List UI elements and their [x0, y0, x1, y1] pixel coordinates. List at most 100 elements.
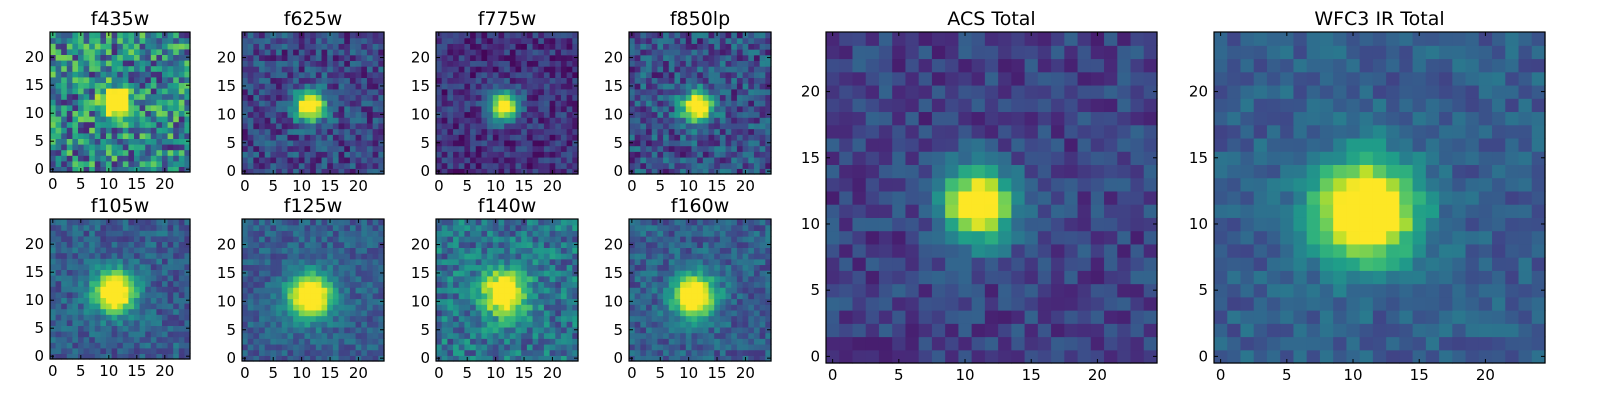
heatmap-cell	[162, 88, 169, 95]
heatmap-cell	[281, 287, 289, 294]
heatmap-cell	[173, 82, 180, 89]
heatmap-cell	[247, 117, 254, 124]
heatmap-cell	[560, 338, 568, 345]
heatmap-cell	[538, 264, 545, 271]
heatmap-cell	[759, 162, 766, 169]
heatmap-cell	[366, 224, 374, 231]
heatmap-cell	[543, 343, 551, 351]
heatmap-cell	[447, 253, 454, 260]
heatmap-cell	[150, 32, 157, 39]
heatmap-cell	[464, 247, 471, 254]
heatmap-cell	[572, 292, 579, 300]
heatmap-cell	[173, 65, 180, 72]
heatmap-cell	[145, 99, 152, 106]
heatmap-cell	[504, 270, 511, 277]
heatmap-cell	[66, 280, 73, 287]
heatmap-cell	[55, 291, 62, 298]
heatmap-cell	[276, 219, 283, 226]
heatmap-cell	[697, 292, 704, 300]
heatmap-cell	[543, 224, 551, 231]
heatmap-cell	[372, 236, 379, 243]
heatmap-cell	[100, 127, 107, 134]
panel-title: f125w	[284, 195, 343, 217]
heatmap-cell	[310, 43, 317, 50]
heatmap-cell	[315, 145, 323, 152]
heatmap-cell	[173, 291, 180, 298]
heatmap-cell	[515, 304, 522, 311]
heatmap-cell	[247, 298, 254, 305]
heatmap-cell	[475, 66, 483, 73]
heatmap-cell	[742, 37, 749, 44]
heatmap-cell	[315, 253, 323, 260]
heatmap-cell	[259, 258, 266, 266]
heatmap-cell	[759, 349, 766, 356]
heatmap-cell	[94, 82, 101, 89]
heatmap-cell	[560, 253, 568, 260]
heatmap-cell	[139, 319, 146, 326]
heatmap-cell	[736, 83, 744, 90]
heatmap-cell	[725, 32, 732, 39]
heatmap-cell	[117, 160, 124, 167]
heatmap-cell	[173, 116, 180, 123]
heatmap-cell	[680, 139, 687, 147]
y-tick-label: 20	[25, 235, 44, 253]
heatmap-cell	[247, 281, 254, 288]
heatmap-cell	[475, 349, 483, 356]
heatmap-cell	[668, 292, 676, 300]
heatmap-cell	[436, 49, 443, 56]
heatmap-cell	[470, 315, 477, 322]
heatmap-cell	[61, 297, 68, 304]
heatmap-cell	[184, 280, 191, 287]
heatmap-cell	[521, 264, 528, 271]
heatmap-cell	[72, 247, 79, 254]
heatmap-cell	[173, 71, 180, 78]
heatmap-cell	[139, 314, 146, 321]
heatmap-cell	[72, 342, 79, 349]
heatmap-cell	[349, 264, 357, 271]
heatmap-cell	[72, 32, 79, 39]
heatmap-cell	[663, 338, 670, 345]
heatmap-cell	[94, 224, 101, 231]
heatmap-cell	[259, 83, 266, 90]
heatmap-cell	[276, 292, 283, 300]
heatmap-cell	[344, 122, 351, 130]
heatmap-cell	[691, 32, 698, 39]
heatmap-cell	[122, 60, 129, 67]
heatmap-cell	[487, 309, 494, 317]
heatmap-cell	[72, 331, 79, 338]
heatmap-cell	[640, 128, 647, 135]
heatmap-cell	[55, 54, 62, 61]
heatmap-cell	[708, 168, 715, 175]
heatmap-cell	[145, 116, 152, 123]
heatmap-cell	[242, 236, 249, 243]
heatmap-cell	[532, 139, 539, 147]
heatmap-cell	[634, 54, 641, 61]
heatmap-cell	[83, 43, 90, 50]
heatmap-cell	[629, 292, 636, 300]
heatmap-cell	[50, 43, 57, 50]
heatmap-cell	[634, 321, 641, 328]
heatmap-cell	[668, 349, 676, 356]
heatmap-cell	[253, 94, 260, 101]
heatmap-cell	[94, 160, 101, 167]
heatmap-cell	[366, 88, 374, 96]
heatmap-cell	[264, 270, 271, 277]
heatmap-cell	[748, 315, 755, 322]
heatmap-cell	[247, 355, 254, 362]
heatmap-cell	[629, 156, 636, 164]
heatmap-cell	[521, 105, 528, 113]
heatmap-cell	[759, 275, 766, 283]
heatmap-cell	[150, 275, 157, 282]
heatmap-cell	[629, 338, 636, 345]
heatmap-cell	[481, 287, 488, 294]
heatmap-cell	[89, 116, 96, 123]
heatmap-cell	[122, 116, 129, 123]
heatmap-cell	[83, 149, 90, 156]
heatmap-cell	[315, 43, 323, 50]
heatmap-cell	[447, 326, 454, 334]
heatmap-cell	[50, 37, 57, 44]
heatmap-cell	[366, 162, 374, 169]
heatmap-cell	[708, 94, 715, 101]
heatmap-cell	[310, 270, 317, 277]
heatmap-cell	[475, 151, 483, 158]
